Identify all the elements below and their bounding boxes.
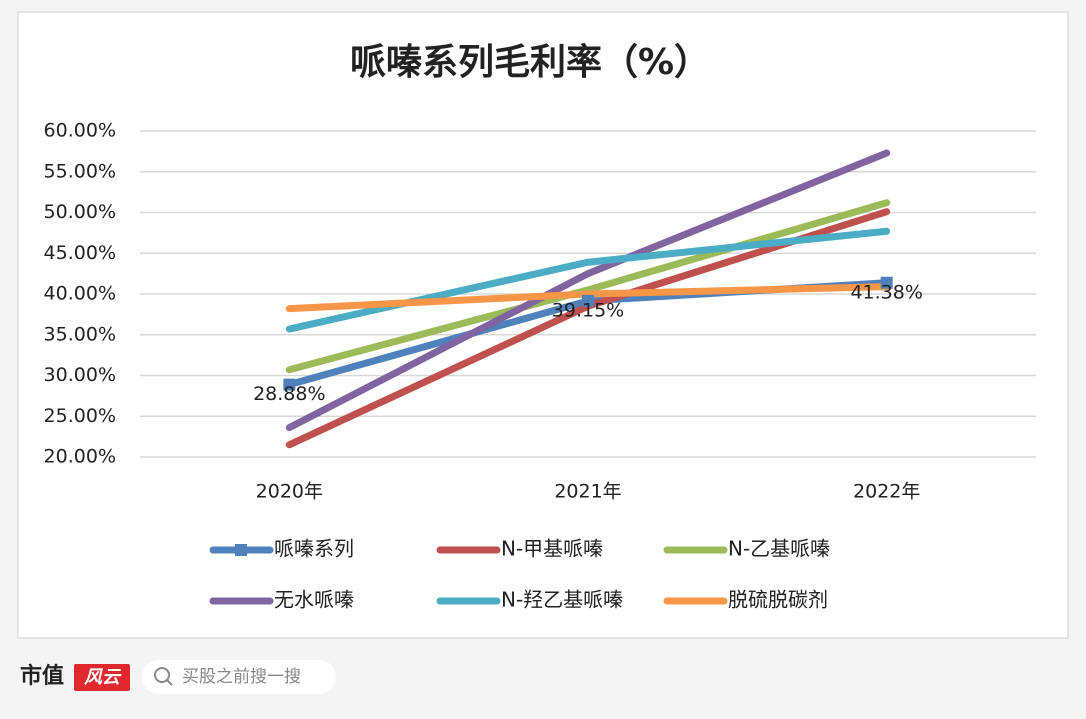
legend-label: N-乙基哌嗪 [728, 537, 830, 561]
x-tick-label: 2022年 [853, 481, 920, 503]
brand: 市值 [20, 663, 64, 689]
legend-label: N-羟乙基哌嗪 [501, 588, 623, 612]
y-tick-label: 40.00% [44, 283, 116, 305]
marker [283, 378, 296, 391]
marker [880, 276, 893, 289]
legend-label: 脱硫脱碳剂 [728, 588, 828, 612]
legend-label: 哌嗪系列 [274, 537, 354, 561]
footer: 市值 风云 买股之前搜一搜 [20, 660, 336, 694]
series-line [285, 283, 891, 313]
legend-label: N-甲基哌嗪 [501, 537, 603, 561]
brand-badge: 风云 [84, 667, 122, 688]
y-tick-label: 25.00% [44, 405, 116, 427]
chart-title: 哌嗪系列毛利率（%） [350, 42, 710, 83]
y-tick-label: 45.00% [44, 242, 116, 264]
y-tick-label: 60.00% [44, 120, 116, 142]
search-icon [154, 667, 170, 683]
value-label: 39.15% [552, 299, 624, 321]
y-tick-label: 20.00% [44, 446, 116, 468]
search-placeholder: 买股之前搜一搜 [182, 667, 301, 687]
x-tick-label: 2021年 [554, 481, 621, 503]
search-box[interactable] [142, 660, 336, 694]
legend-label: 无水哌嗪 [274, 588, 354, 612]
value-label: 41.38% [850, 281, 922, 303]
x-tick-label: 2020年 [256, 481, 323, 503]
y-tick-label: 35.00% [44, 323, 116, 345]
series-line [285, 149, 891, 432]
legend-marker [235, 544, 247, 556]
series-line [285, 199, 891, 374]
search-icon [166, 679, 173, 686]
y-tick-label: 55.00% [44, 160, 116, 182]
marker [582, 294, 594, 307]
y-tick-label: 30.00% [44, 364, 116, 386]
y-tick-label: 50.00% [44, 201, 116, 223]
value-label: 28.88% [253, 383, 325, 405]
brand-badge-bg [74, 664, 130, 691]
